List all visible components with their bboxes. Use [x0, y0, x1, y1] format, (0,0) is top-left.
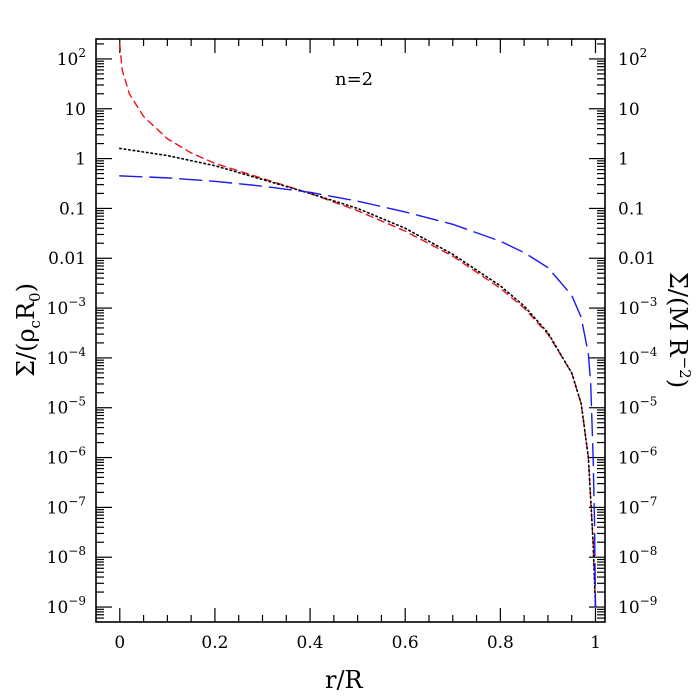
- y-tick-label-left: 10−6: [47, 445, 86, 469]
- y-axis-title-left: Σ/(ρcR0): [12, 283, 44, 377]
- y-tick-label-left: 10−5: [47, 395, 86, 419]
- x-tick-label: 0.2: [201, 633, 228, 653]
- y-axis-title-right: Σ/(M R−2): [664, 272, 694, 388]
- y-tick-label-left: 10−8: [47, 544, 86, 568]
- y-tick-label-right: 0.1: [618, 199, 645, 219]
- x-axis-title: r/R: [325, 666, 364, 694]
- x-tick-label: 0.6: [392, 633, 419, 653]
- series-layer: [118, 43, 597, 608]
- y-axis-label-left: Σ/(ρcR0): [12, 283, 44, 377]
- y-tick-label-right: 10−9: [618, 594, 657, 618]
- y-axis-label-right: Σ/(M R−2): [664, 272, 694, 388]
- y-tick-label-right: 1: [618, 150, 629, 170]
- y-tick-label-right: 10−6: [618, 445, 657, 469]
- series-line-3: [119, 175, 597, 608]
- y-tick-label-right: 10−7: [618, 494, 657, 518]
- y-tick-label-right: 10: [618, 100, 640, 120]
- plot-frame: [95, 38, 606, 623]
- annotation-label: n=2: [335, 69, 373, 90]
- y-tick-label-right: 10−8: [618, 544, 657, 568]
- x-tick-label: 0.8: [487, 633, 514, 653]
- y-tick-label-left: 10−9: [47, 594, 86, 618]
- y-tick-label-right: 10−5: [618, 395, 657, 419]
- y-tick-label-right: 0.01: [618, 249, 656, 269]
- y-tick-label-left: 0.1: [59, 199, 86, 219]
- y-tick-label-left: 10−4: [47, 345, 87, 369]
- x-tick-label: 0: [114, 633, 125, 653]
- series-line-2: [118, 147, 597, 608]
- ticks: 0 0.2 0.4 0.6 0.8 1 102 10 1 0.1 0.01 10−3 10−4 10−5 1…: [47, 39, 658, 653]
- y-tick-label-left: 10: [64, 100, 86, 120]
- y-tick-label-left: 102: [57, 46, 86, 70]
- x-tick-label: 0.4: [297, 633, 324, 653]
- y-tick-label-right: 10−4: [618, 345, 658, 369]
- y-tick-label-left: 1: [75, 150, 86, 170]
- y-tick-label-left: 10−3: [47, 295, 86, 319]
- y-tick-label-left: 0.01: [48, 249, 86, 269]
- x-tick-label: 1: [590, 633, 601, 653]
- y-tick-label-right: 102: [618, 46, 647, 70]
- series-line-1: [119, 43, 597, 608]
- x-axis-label: r/R: [325, 666, 364, 694]
- y-tick-label-right: 10−3: [618, 295, 657, 319]
- y-tick-label-left: 10−7: [47, 494, 86, 518]
